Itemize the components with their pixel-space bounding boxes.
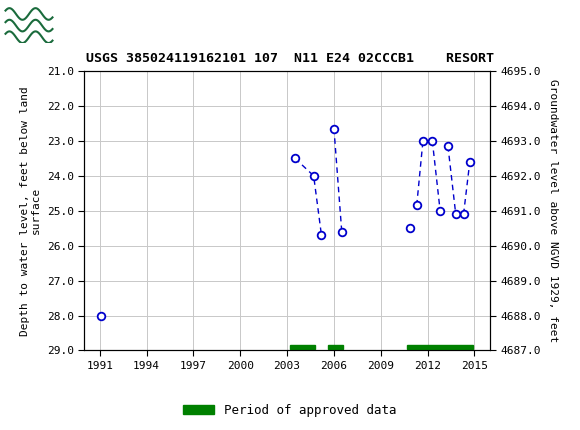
Y-axis label: Depth to water level, feet below land
surface: Depth to water level, feet below land su… (20, 86, 41, 335)
Text: USGS: USGS (78, 15, 133, 33)
Bar (290, 345, 315, 350)
Bar (407, 345, 473, 350)
Y-axis label: Groundwater level above NGVD 1929, feet: Groundwater level above NGVD 1929, feet (548, 79, 558, 342)
Legend: Period of approved data: Period of approved data (178, 399, 402, 421)
Text: USGS 385024119162101 107  N11 E24 02CCCB1    RESORT: USGS 385024119162101 107 N11 E24 02CCCB1… (86, 52, 494, 64)
Bar (328, 345, 343, 350)
